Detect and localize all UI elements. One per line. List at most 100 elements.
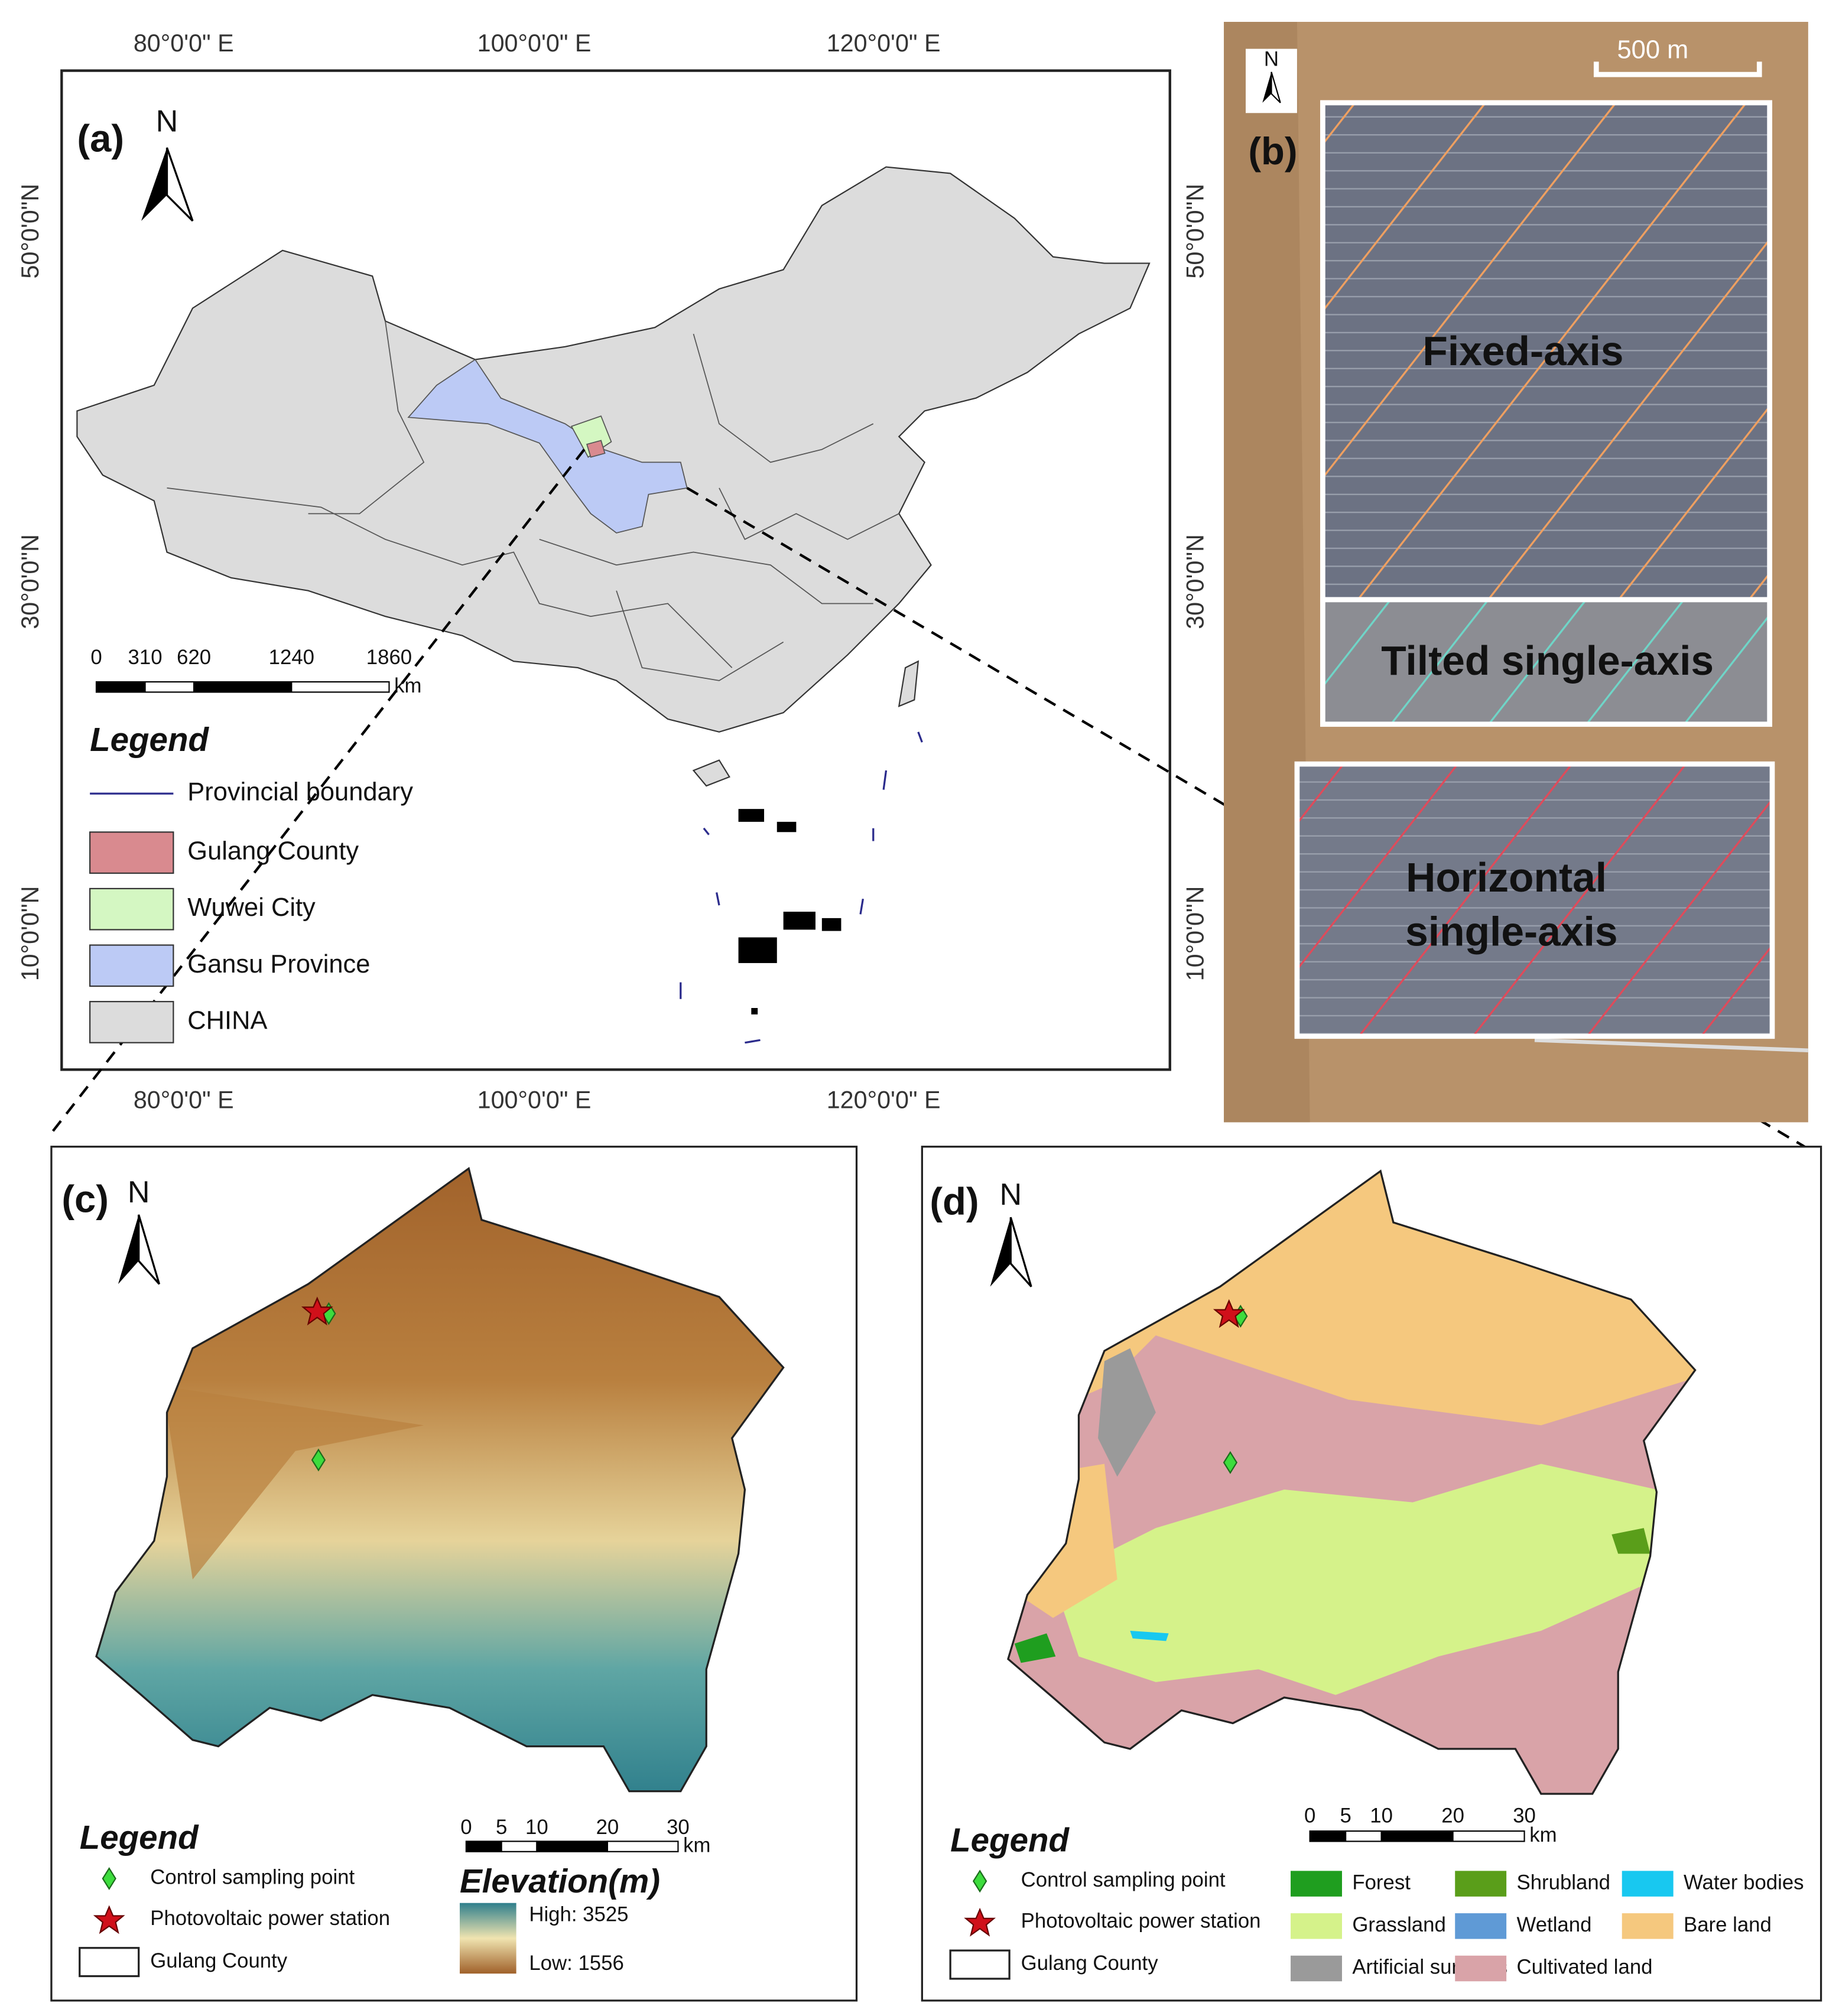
scale-segment <box>1309 1830 1347 1842</box>
scale-label: 20 <box>1441 1804 1464 1827</box>
zone-label: single-axis <box>1405 909 1617 955</box>
legend-label: Photovoltaic power station <box>1021 1910 1261 1932</box>
scale-label: 30 <box>1513 1804 1536 1827</box>
legend-title: Legend <box>90 721 209 758</box>
latitude-label: 10°0'0"N <box>17 886 44 981</box>
panel-label: (b) <box>1248 129 1297 173</box>
legend-label: Gulang County <box>187 837 359 866</box>
tilted-axis-zone <box>1320 597 1772 727</box>
scale-bar <box>1593 61 1762 77</box>
longitude-label: 80°0'0" E <box>134 1087 234 1114</box>
legend-label: Water bodies <box>1684 1871 1804 1894</box>
legend-label: CHINA <box>187 1006 267 1035</box>
latitude-label: 10°0'0"N <box>1181 886 1208 981</box>
longitude-label: 100°0'0" E <box>477 1087 592 1114</box>
legend-label: Shrubland <box>1517 1871 1611 1894</box>
scale-label: 1860 <box>366 646 412 669</box>
county-boundary <box>1007 1169 1697 1795</box>
latitude-label: 30°0'0"N <box>17 534 44 629</box>
legend-swatch <box>1455 1871 1507 1897</box>
scale-label: 30 <box>667 1816 690 1839</box>
zone-label: Tilted single-axis <box>1381 638 1714 684</box>
panel-a: (a) N Legend Provincial boundary Gulang … <box>17 30 1814 1153</box>
legend-swatch <box>1291 1955 1342 1982</box>
scale-unit: km <box>683 1834 710 1856</box>
north-label: N <box>1264 48 1279 70</box>
elevation-high: High: 3525 <box>529 1904 628 1926</box>
panel-b: N (b) 500 m Fixed-axis Tilted single-axi… <box>1224 21 1808 1123</box>
legend-label: Grassland <box>1352 1914 1445 1936</box>
legend-symbol <box>102 1867 116 1890</box>
panel-label: (a) <box>77 116 124 160</box>
scale-unit: km <box>394 675 421 697</box>
legend-symbol <box>79 1947 140 1978</box>
scale-segment <box>465 1841 502 1852</box>
legend-label: Control sampling point <box>150 1867 355 1889</box>
north-arrow <box>141 147 167 221</box>
legend-label: Wuwei City <box>187 893 316 922</box>
legend-label: Cultivated land <box>1517 1956 1653 1979</box>
terrain <box>1224 21 1310 1123</box>
scale-label: 1240 <box>269 646 314 669</box>
north-arrow <box>165 147 194 222</box>
scale-label: 5 <box>1340 1804 1351 1827</box>
legend-swatch <box>1622 1871 1674 1897</box>
graticule-labels: 80°0'0" E 80°0'0" E 100°0'0" E 100°0'0" E 12… <box>17 30 1208 1114</box>
elevation-ramp <box>460 1903 516 1974</box>
legend-label: Wetland <box>1517 1914 1592 1936</box>
panel-d: (d) N Legend Control sampling point Phot… <box>921 1146 1822 2002</box>
north-label: N <box>999 1178 1022 1212</box>
legend-swatch <box>1455 1955 1507 1982</box>
zone-label: Horizontal <box>1406 854 1607 900</box>
islands <box>680 731 923 1044</box>
pv-station <box>301 1296 333 1326</box>
longitude-label: 120°0'0" E <box>827 30 941 57</box>
legend-label: Photovoltaic power station <box>150 1907 390 1930</box>
north-label: N <box>128 1175 150 1209</box>
fixed-axis-zone <box>1320 100 1772 603</box>
legend-label: Gulang County <box>1021 1952 1159 1975</box>
scale-segment <box>144 681 195 693</box>
province-lines <box>167 321 899 681</box>
north-arrow <box>138 1214 161 1285</box>
scale-segment <box>291 681 390 693</box>
legend-label: Forest <box>1352 1871 1411 1894</box>
sampling-point <box>311 1448 326 1472</box>
legend-symbol <box>949 1949 1011 1980</box>
reef-dots <box>738 809 841 1014</box>
legend-label: Gansu Province <box>187 950 370 978</box>
legend-swatch <box>89 887 174 931</box>
scale-unit: km <box>1529 1824 1557 1846</box>
north-arrow <box>1009 1217 1032 1287</box>
scale-segment <box>193 681 293 693</box>
zone-label: Fixed-axis <box>1422 328 1623 374</box>
scale-label: 20 <box>596 1816 619 1839</box>
pv-station <box>1213 1299 1245 1328</box>
taiwan <box>898 660 920 708</box>
legend-label: Provincial boundary <box>187 778 413 807</box>
legend-swatch <box>89 831 174 874</box>
scale-label: 10 <box>1370 1804 1393 1827</box>
latitude-label: 50°0'0"N <box>1181 184 1208 279</box>
sampling-point <box>1223 1451 1238 1474</box>
scale-label: 620 <box>177 646 211 669</box>
horizontal-axis-zone <box>1294 761 1775 1039</box>
scale-bar: 0 310 620 1240 1860 km <box>90 646 421 697</box>
hainan <box>692 759 730 787</box>
scale-label: 5 <box>496 1816 507 1839</box>
legend-symbol <box>964 1907 996 1937</box>
legend: Gulang County Wuwei City Gansu Province CHI… <box>89 831 370 1043</box>
elevation-title: Elevation(m) <box>460 1862 660 1900</box>
panel-label: (c) <box>61 1177 109 1220</box>
legend-label: Control sampling point <box>1021 1869 1226 1891</box>
scale-segment <box>95 681 146 693</box>
legend-swatch <box>89 1001 174 1043</box>
legend-swatch <box>1291 1913 1342 1939</box>
north-arrow <box>1271 71 1281 103</box>
latitude-label: 50°0'0"N <box>17 184 44 279</box>
longitude-label: 120°0'0" E <box>827 1087 941 1114</box>
panel-label: (d) <box>930 1180 979 1223</box>
